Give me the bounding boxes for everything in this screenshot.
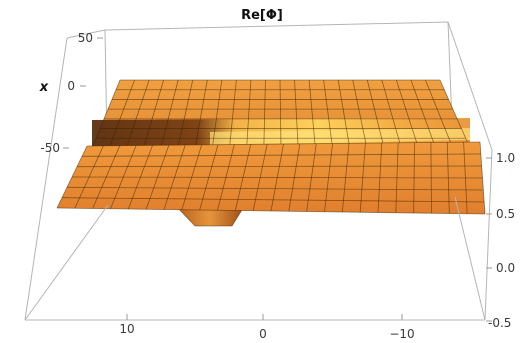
lower-grid-line-v-5 xyxy=(61,197,485,203)
y-tick-label-1: 0 xyxy=(259,327,267,341)
lower-grid-line-v-4 xyxy=(66,186,484,191)
lower-grid-line-v-3 xyxy=(71,176,483,179)
upper-grid-line-u-19 xyxy=(395,79,419,149)
x-tick-label-1: 0 xyxy=(67,79,75,93)
x-tick-label-0: 50 xyxy=(78,31,93,45)
lower-grid-line-v-2 xyxy=(76,165,482,168)
upper-grid-line-u-2 xyxy=(125,79,150,149)
y-tick-label-2: −10 xyxy=(389,327,414,341)
upper-grid-line-u-20 xyxy=(410,79,437,149)
y-tick-label-0: 10 xyxy=(119,322,134,336)
upper-grid-line-u-22 xyxy=(439,79,471,149)
upper-grid-line-u-16 xyxy=(352,79,368,149)
x-tick-label-2: -50 xyxy=(40,141,60,155)
upper-grid-line-u-21 xyxy=(425,79,454,149)
upper-grid-line-u-7 xyxy=(211,79,223,149)
lower-grid-line-v-1 xyxy=(81,153,481,157)
upper-grid-line-u-8 xyxy=(229,79,237,149)
x-axis-label: x xyxy=(39,80,49,95)
upper-grid-line-u-13 xyxy=(308,79,316,149)
z-tick-label-1: 0.5 xyxy=(496,207,515,221)
upper-grid-line-u-1 xyxy=(108,79,135,149)
upper-grid-line-u-4 xyxy=(160,79,179,149)
upper-sheet xyxy=(91,79,471,149)
upper-grid-line-u-18 xyxy=(381,79,402,149)
bounding-box-front xyxy=(24,21,493,321)
upper-grid-line-u-3 xyxy=(143,79,165,149)
z-tick-label-0: 1.0 xyxy=(496,151,515,165)
lower-sheet xyxy=(56,141,486,215)
upper-grid-line-u-12 xyxy=(294,79,299,149)
z-tick-label-2: 0.0 xyxy=(496,261,515,275)
lower-grid-line-v-6 xyxy=(56,207,486,215)
tick-marks xyxy=(63,37,492,322)
z-tick-label-3: -0.5 xyxy=(488,316,511,330)
chart-title: Re[Φ] xyxy=(241,8,283,23)
upper-grid-line-u-6 xyxy=(194,79,208,149)
upper-grid-line-u-15 xyxy=(337,79,351,149)
upper-grid-line-u-5 xyxy=(177,79,194,149)
upper-grid-line-u-0 xyxy=(91,79,121,149)
upper-grid-line-u-10 xyxy=(263,79,266,149)
upper-grid-line-u-14 xyxy=(323,79,333,149)
upper-grid-line-u-9 xyxy=(246,79,252,149)
lower-grid-line-v-0 xyxy=(86,141,481,147)
upper-grid-line-u-17 xyxy=(366,79,385,149)
upper-grid-line-u-11 xyxy=(279,79,282,149)
